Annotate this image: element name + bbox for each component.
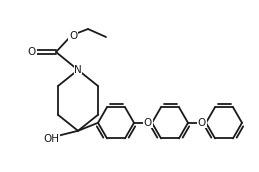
Text: OH: OH bbox=[43, 134, 59, 144]
Text: O: O bbox=[69, 31, 77, 41]
Text: O: O bbox=[198, 118, 206, 128]
Text: O: O bbox=[28, 47, 36, 57]
Text: O: O bbox=[144, 118, 152, 128]
Text: N: N bbox=[74, 65, 82, 75]
